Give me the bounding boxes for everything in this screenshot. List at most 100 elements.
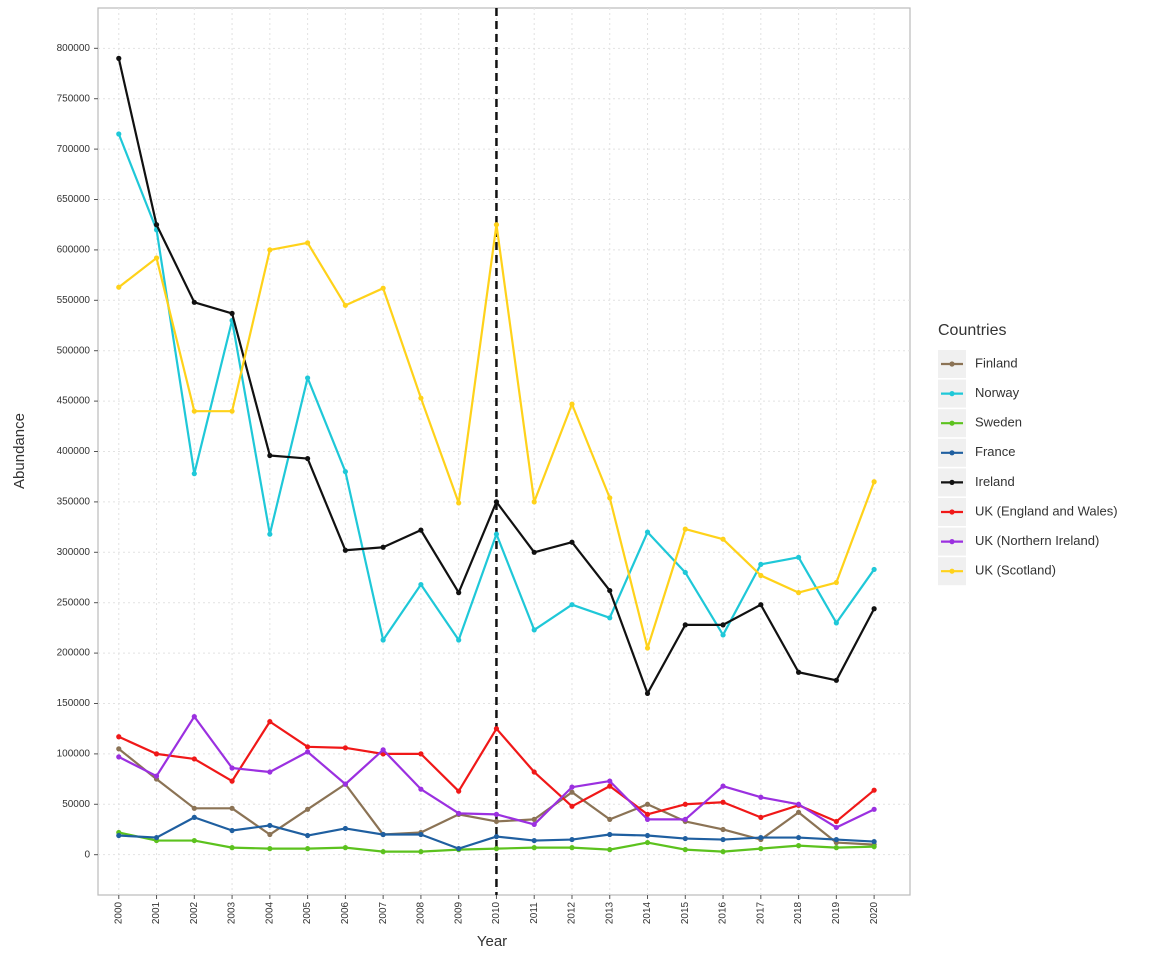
data-point: [116, 131, 122, 137]
data-point: [795, 834, 802, 841]
data-point: [456, 500, 462, 506]
x-tick-label: 2003: [227, 901, 238, 924]
data-point: [795, 843, 802, 849]
legend-label: UK (Northern Ireland): [975, 533, 1099, 548]
data-point: [191, 837, 197, 844]
data-point: [153, 751, 160, 757]
data-point: [418, 581, 424, 588]
y-tick-label: 550000: [57, 295, 91, 306]
data-point: [456, 637, 462, 643]
y-tick-label: 800000: [57, 43, 91, 54]
y-tick-label: 600000: [57, 245, 91, 256]
x-tick-label: 2018: [793, 901, 804, 924]
data-point: [531, 845, 537, 851]
data-point: [380, 747, 386, 753]
data-point: [342, 302, 348, 308]
data-point: [191, 408, 197, 414]
x-tick-label: 2006: [340, 901, 351, 924]
legend-label: Norway: [975, 385, 1020, 400]
x-tick-label: 2005: [302, 901, 313, 924]
data-point: [758, 834, 764, 841]
data-point: [720, 849, 726, 855]
y-tick-label: 50000: [62, 799, 90, 810]
data-point: [380, 849, 386, 855]
data-point: [758, 814, 764, 820]
data-point: [267, 769, 273, 775]
data-point: [833, 845, 839, 851]
y-tick-label: 0: [84, 849, 90, 860]
data-point: [531, 821, 537, 828]
data-point: [342, 469, 348, 475]
data-point: [871, 606, 877, 612]
data-point: [758, 846, 764, 852]
data-point: [569, 602, 575, 608]
legend-swatch-point: [949, 420, 955, 426]
y-tick-label: 700000: [57, 144, 91, 155]
legend-label: Finland: [975, 355, 1018, 370]
x-axis-label: Year: [477, 933, 507, 950]
data-point: [795, 809, 802, 815]
y-tick-label: 500000: [57, 345, 91, 356]
data-point: [229, 827, 235, 834]
x-tick-label: 2015: [680, 901, 691, 924]
legend-swatch-point: [949, 450, 955, 456]
data-point: [380, 285, 386, 291]
y-tick-label: 250000: [57, 597, 91, 608]
data-point: [720, 536, 726, 542]
data-point: [305, 806, 311, 812]
x-tick-label: 2012: [567, 901, 578, 924]
y-tick-label: 100000: [57, 749, 91, 760]
x-tick-label: 2014: [642, 901, 653, 924]
data-point: [191, 805, 197, 811]
data-point: [493, 222, 500, 228]
data-point: [380, 637, 386, 643]
y-axis-label: Abundance: [11, 413, 28, 489]
data-point: [720, 836, 726, 843]
data-point: [418, 849, 424, 855]
data-point: [267, 831, 273, 838]
data-point: [456, 810, 462, 816]
x-tick-label: 2009: [453, 901, 464, 924]
data-point: [493, 833, 500, 840]
data-point: [871, 806, 877, 812]
data-point: [267, 531, 273, 537]
data-point: [644, 801, 651, 807]
data-point: [833, 620, 839, 626]
data-point: [229, 408, 235, 414]
legend-swatch-point: [949, 391, 955, 397]
data-point: [342, 745, 348, 751]
data-point: [720, 622, 726, 628]
data-point: [833, 818, 839, 825]
legend-swatch-point: [949, 568, 955, 574]
legend-swatch-point: [949, 479, 955, 485]
y-tick-label: 750000: [57, 93, 91, 104]
data-point: [418, 751, 424, 757]
data-point: [493, 811, 500, 817]
data-point: [342, 845, 348, 851]
data-point: [607, 847, 613, 853]
data-point: [305, 749, 311, 755]
x-tick-label: 2008: [416, 901, 427, 924]
data-point: [418, 831, 424, 838]
data-point: [380, 544, 386, 550]
y-tick-label: 200000: [57, 648, 91, 659]
data-point: [569, 539, 575, 545]
data-point: [493, 499, 500, 505]
data-point: [267, 719, 273, 725]
data-point: [342, 547, 348, 553]
data-point: [116, 832, 122, 839]
data-point: [493, 726, 500, 732]
data-point: [833, 677, 839, 683]
data-point: [795, 801, 802, 807]
data-point: [758, 602, 764, 608]
data-point: [305, 375, 311, 381]
data-point: [871, 787, 877, 793]
data-point: [153, 255, 160, 261]
data-point: [682, 835, 688, 842]
legend-swatch-point: [949, 539, 955, 545]
data-point: [795, 669, 802, 675]
x-tick-label: 2001: [151, 901, 162, 924]
legend-label: Sweden: [975, 415, 1022, 430]
data-point: [153, 773, 160, 779]
data-point: [720, 783, 726, 789]
